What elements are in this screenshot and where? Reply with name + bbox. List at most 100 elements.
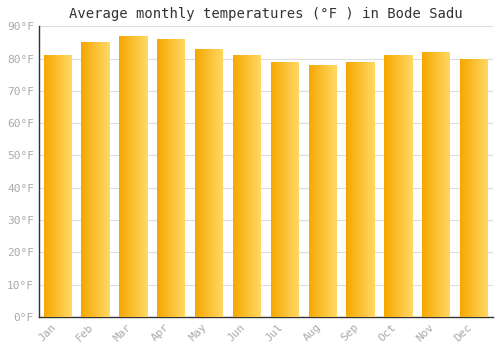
Bar xyxy=(57,55,58,317)
Bar xyxy=(182,39,184,317)
Bar xyxy=(147,36,148,317)
Bar xyxy=(368,62,369,317)
Bar xyxy=(348,62,349,317)
Bar xyxy=(256,55,257,317)
Bar xyxy=(469,58,470,317)
Bar xyxy=(178,39,179,317)
Bar xyxy=(130,36,132,317)
Bar xyxy=(146,36,147,317)
Bar xyxy=(359,62,360,317)
Bar xyxy=(85,42,86,317)
Bar xyxy=(258,55,259,317)
Bar xyxy=(105,42,106,317)
Bar xyxy=(46,55,47,317)
Bar xyxy=(479,58,480,317)
Bar xyxy=(315,65,316,317)
Bar xyxy=(409,55,410,317)
Bar xyxy=(134,36,135,317)
Bar xyxy=(59,55,60,317)
Bar xyxy=(428,52,429,317)
Bar xyxy=(402,55,404,317)
Bar xyxy=(312,65,313,317)
Bar xyxy=(97,42,98,317)
Bar xyxy=(357,62,358,317)
Bar xyxy=(274,62,275,317)
Bar xyxy=(252,55,254,317)
Bar xyxy=(397,55,398,317)
Bar xyxy=(249,55,250,317)
Bar xyxy=(145,36,146,317)
Bar xyxy=(56,55,57,317)
Bar xyxy=(52,55,53,317)
Bar xyxy=(119,36,120,317)
Bar xyxy=(53,55,54,317)
Bar xyxy=(396,55,397,317)
Bar xyxy=(423,52,424,317)
Bar xyxy=(482,58,484,317)
Bar xyxy=(442,52,444,317)
Bar xyxy=(366,62,367,317)
Bar xyxy=(222,49,224,317)
Bar xyxy=(208,49,209,317)
Bar xyxy=(487,58,488,317)
Bar xyxy=(102,42,104,317)
Bar xyxy=(317,65,318,317)
Bar xyxy=(83,42,84,317)
Bar xyxy=(207,49,208,317)
Bar xyxy=(237,55,238,317)
Bar xyxy=(138,36,139,317)
Bar xyxy=(410,55,411,317)
Bar xyxy=(100,42,102,317)
Bar xyxy=(322,65,324,317)
Bar xyxy=(282,62,284,317)
Bar xyxy=(220,49,221,317)
Bar xyxy=(94,42,95,317)
Bar xyxy=(199,49,200,317)
Bar xyxy=(284,62,285,317)
Bar xyxy=(462,58,463,317)
Bar xyxy=(347,62,348,317)
Bar xyxy=(334,65,335,317)
Bar xyxy=(58,55,59,317)
Bar xyxy=(325,65,326,317)
Bar xyxy=(180,39,181,317)
Bar xyxy=(221,49,222,317)
Bar xyxy=(287,62,288,317)
Bar xyxy=(280,62,281,317)
Bar xyxy=(332,65,334,317)
Bar xyxy=(422,52,423,317)
Bar xyxy=(319,65,320,317)
Bar xyxy=(88,42,89,317)
Bar xyxy=(448,52,449,317)
Bar xyxy=(449,52,450,317)
Bar xyxy=(210,49,212,317)
Bar xyxy=(441,52,442,317)
Bar xyxy=(435,52,436,317)
Bar xyxy=(95,42,96,317)
Bar xyxy=(286,62,287,317)
Bar xyxy=(370,62,371,317)
Bar xyxy=(47,55,48,317)
Bar xyxy=(129,36,130,317)
Bar xyxy=(202,49,203,317)
Bar xyxy=(467,58,468,317)
Bar xyxy=(162,39,163,317)
Bar xyxy=(137,36,138,317)
Bar xyxy=(398,55,399,317)
Bar xyxy=(160,39,162,317)
Bar xyxy=(407,55,408,317)
Bar xyxy=(164,39,165,317)
Bar xyxy=(242,55,244,317)
Bar xyxy=(444,52,445,317)
Bar xyxy=(217,49,218,317)
Bar xyxy=(318,65,319,317)
Bar xyxy=(89,42,90,317)
Bar xyxy=(480,58,481,317)
Bar xyxy=(330,65,331,317)
Bar xyxy=(197,49,198,317)
Bar xyxy=(288,62,289,317)
Bar xyxy=(66,55,67,317)
Bar xyxy=(166,39,167,317)
Bar xyxy=(168,39,169,317)
Bar xyxy=(214,49,215,317)
